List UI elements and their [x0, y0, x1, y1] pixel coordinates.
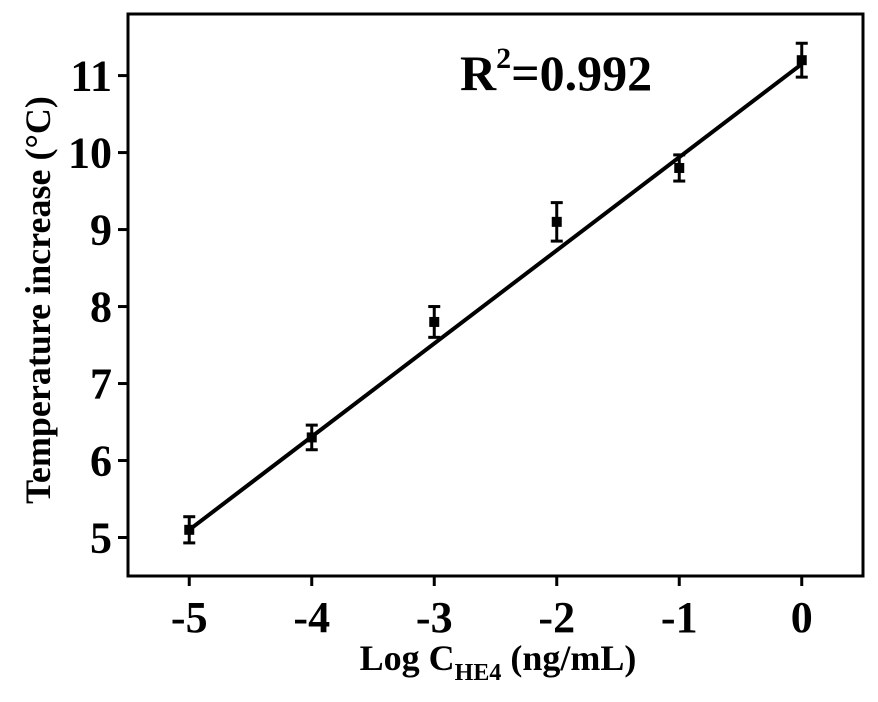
- r-squared-value: =0.992: [511, 45, 652, 101]
- fit-line-group: [188, 62, 803, 532]
- x-axis-ticks: -5 -4 -3 -2 -1 0: [171, 576, 813, 642]
- data-point: [306, 432, 317, 443]
- x-axis-label-main: Log C: [360, 638, 455, 678]
- x-tick-label: -1: [661, 593, 698, 642]
- r-squared-letter: R: [460, 45, 497, 101]
- x-tick-label: -2: [538, 593, 575, 642]
- x-tick-label: 0: [791, 593, 813, 642]
- x-tick-label: -3: [416, 593, 453, 642]
- x-axis-label: Log CHE4 (ng/mL): [360, 638, 637, 686]
- r-squared-annotation: R2=0.992: [460, 42, 652, 101]
- x-axis-label-unit: (ng/mL): [501, 638, 636, 678]
- plot-frame: [126, 12, 865, 578]
- x-tick-label: -5: [171, 593, 208, 642]
- y-tick-label: 7: [90, 360, 112, 409]
- data-points: [183, 41, 808, 545]
- fit-line: [188, 62, 803, 532]
- y-tick-label: 6: [90, 437, 112, 486]
- y-axis-ticks: 5 6 7 8 9 10 11: [68, 52, 128, 563]
- y-axis-label: Temperature increase (°C): [18, 96, 58, 504]
- data-point: [551, 216, 562, 227]
- data-point: [796, 55, 807, 66]
- y-tick-label: 8: [90, 283, 112, 332]
- x-axis-label-subscript: HE4: [455, 660, 502, 686]
- y-tick-label: 9: [90, 206, 112, 255]
- x-tick-label: -4: [293, 593, 330, 642]
- data-point: [184, 524, 195, 535]
- r-squared-superscript: 2: [496, 42, 511, 75]
- y-tick-label: 11: [70, 52, 112, 101]
- data-point: [429, 316, 440, 327]
- y-tick-label: 5: [90, 514, 112, 563]
- y-tick-label: 10: [68, 129, 112, 178]
- data-point: [674, 162, 685, 173]
